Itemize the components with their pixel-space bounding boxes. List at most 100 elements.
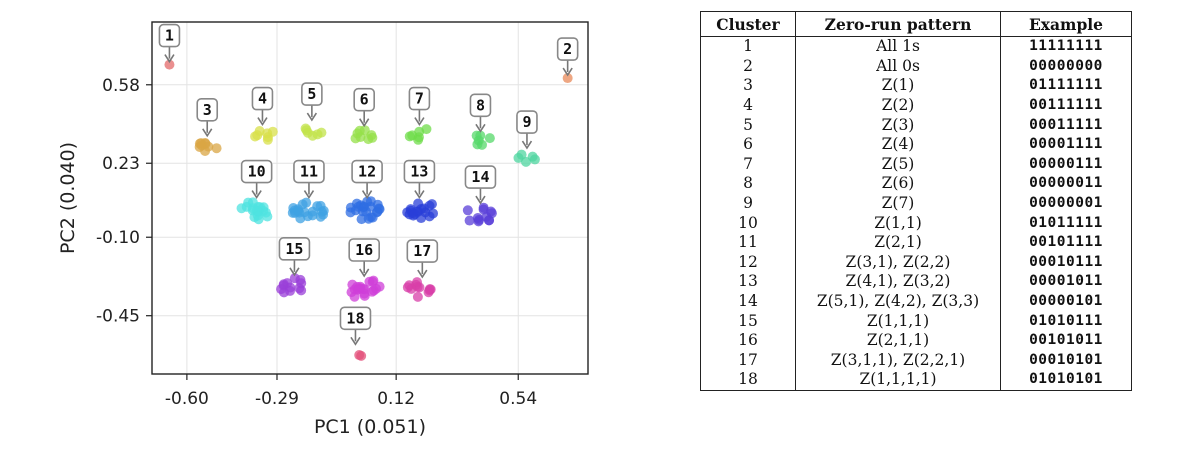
cluster-10-point (236, 203, 247, 214)
table-row: 7 Z(5) 00000111 (700, 154, 1132, 175)
cluster-3-point (211, 143, 222, 154)
cluster-3-point (203, 141, 214, 152)
cell-cluster: 7 (700, 154, 796, 175)
cluster-14-point (478, 202, 489, 213)
cluster-9-annotation: 9 (516, 110, 538, 150)
cluster-2-annotation: 2 (556, 37, 579, 77)
annotation-label: 11 (300, 163, 318, 181)
cluster-15-point (285, 282, 296, 293)
table-row: 1 All 1s 11111111 (700, 36, 1132, 57)
annotation-label: 3 (203, 101, 212, 119)
cell-example: 00111111 (1029, 97, 1103, 114)
annotation-arrowhead (303, 190, 315, 200)
annotation-box (464, 165, 497, 189)
cell-example: 01011111 (1029, 214, 1103, 231)
cluster-18-annotation: 18 (339, 306, 372, 346)
cluster-6-annotation: 6 (353, 87, 375, 128)
annotation-arrowhead (521, 140, 533, 150)
annotation-box (339, 306, 372, 331)
table-body: 1 All 1s 11111111 2 All 0s 00000000 3 Z(1) 01111… (700, 36, 1132, 391)
annotation-label: 17 (413, 242, 431, 260)
cluster-10-point (260, 207, 271, 218)
cell-example: 00010111 (1029, 253, 1103, 270)
cell-pattern: Z(3) (795, 115, 1001, 135)
cell-example: 11111111 (1029, 38, 1103, 55)
annotation-label: 12 (358, 163, 376, 181)
y-tick-label: -0.45 (96, 307, 140, 327)
annotation-label: 8 (476, 96, 485, 114)
table-row: 9 Z(7) 00000001 (700, 193, 1132, 214)
x-tick-label: 0.54 (499, 389, 537, 409)
cell-example: 01111111 (1029, 77, 1103, 94)
cluster-13-point (426, 199, 437, 210)
scatter-points (164, 59, 573, 361)
cluster-6-point (354, 125, 365, 136)
cluster-14-point (462, 205, 473, 216)
annotation-label: 18 (346, 309, 364, 327)
annotation-arrowhead (475, 123, 486, 133)
cluster-11-point (297, 199, 308, 210)
cluster-5-annotation: 5 (301, 82, 323, 122)
cluster-6-point (350, 133, 361, 144)
cell-pattern: Z(1,1) (795, 213, 1001, 233)
cell-pattern: Z(3,1,1), Z(2,2,1) (795, 350, 1001, 371)
cluster-17-point (412, 277, 423, 288)
cluster-1-point (164, 59, 175, 70)
annotation-box (556, 37, 579, 61)
cell-example: 00001011 (1029, 273, 1103, 290)
cell-pattern: Z(2,1) (795, 232, 1001, 253)
cell-pattern: Z(5) (795, 154, 1001, 175)
y-tick-label: -0.10 (96, 228, 140, 248)
cluster-11-point (307, 210, 318, 221)
annotation-box (301, 82, 323, 106)
annotation-arrowhead (359, 118, 370, 128)
annotation-box (240, 159, 273, 184)
cluster-17-point (402, 282, 413, 293)
annotation-arrowhead (414, 190, 425, 200)
annotation-arrowhead (361, 190, 373, 200)
cell-pattern: Z(2,1,1) (795, 330, 1001, 351)
cell-example: 00101111 (1029, 234, 1103, 251)
table-row: 6 Z(4) 00001111 (700, 134, 1132, 155)
cell-example: 00011111 (1029, 116, 1103, 133)
cluster-4-point (252, 130, 263, 141)
cluster-16-point (367, 276, 378, 287)
annotation-label: 9 (522, 113, 531, 131)
cell-example: 00010101 (1029, 351, 1103, 368)
annotation-box (408, 86, 431, 111)
cluster-11-point (289, 205, 300, 216)
cluster-3-point (194, 138, 205, 149)
cell-cluster: 12 (700, 252, 796, 273)
cluster-13-point (413, 198, 424, 209)
cluster-11-point (315, 211, 326, 222)
x-tick-label: 0.12 (377, 389, 415, 409)
cell-example: 01010111 (1029, 312, 1103, 329)
cluster-8-point (484, 133, 495, 144)
annotation-label: 7 (415, 90, 424, 108)
annotation-arrowhead (202, 128, 213, 138)
annotation-box (348, 238, 380, 262)
y-tick-label: 0.58 (102, 76, 140, 96)
cell-pattern: All 1s (795, 36, 1001, 57)
annotation-label: 14 (471, 168, 489, 186)
cell-example: 00000011 (1029, 175, 1103, 192)
annotation-box (351, 159, 383, 184)
annotation-arrowhead (414, 117, 425, 127)
cell-pattern: Z(6) (795, 174, 1001, 194)
annotation-label: 6 (360, 91, 369, 109)
cluster-16-annotation: 16 (348, 238, 380, 278)
cell-example: 00000111 (1029, 155, 1103, 172)
x-tick-label: -0.60 (165, 389, 209, 409)
cluster-14-point (486, 208, 497, 219)
cluster-14-annotation: 14 (464, 165, 497, 205)
x-axis-label: PC1 (0.051) (314, 416, 426, 438)
cell-pattern: Z(1,1,1,1) (795, 370, 1001, 391)
cluster-6-point (366, 130, 377, 141)
header-cluster: Cluster (700, 11, 796, 37)
cell-cluster: 18 (700, 370, 796, 391)
cell-cluster: 13 (700, 272, 796, 292)
cell-pattern: Z(1,1,1) (795, 311, 1001, 331)
annotation-label: 1 (165, 27, 174, 45)
cell-cluster: 6 (700, 134, 796, 155)
